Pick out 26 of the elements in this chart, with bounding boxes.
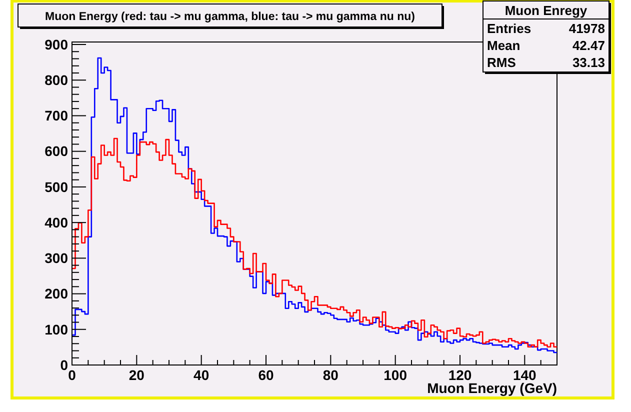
x-tick-label: 20 — [128, 367, 145, 383]
x-tick-label: 40 — [194, 367, 210, 383]
x-tick-label: 100 — [384, 367, 408, 383]
y-tick-label: 0 — [60, 356, 68, 373]
annotation: RMS — [487, 55, 516, 70]
chart-title: Muon Energy (red: tau -> mu gamma, blue: tau -> mu gamma nu nu) — [45, 11, 416, 23]
x-tick-label: 60 — [258, 367, 274, 383]
y-tick-label: 900 — [44, 36, 68, 52]
x-axis-title: Muon Energy (GeV) — [427, 380, 557, 396]
text: 41978 — [568, 21, 605, 36]
y-tick-label: 400 — [44, 214, 68, 230]
text: Entries — [487, 21, 532, 36]
x-tick-label: 120 — [448, 367, 472, 383]
annotation: Mean — [487, 38, 520, 53]
y-tick-label: 800 — [44, 72, 68, 88]
text: Muon Enregy — [504, 3, 588, 18]
y-tick-label: 200 — [44, 286, 68, 302]
y-tick-label: 100 — [44, 321, 68, 338]
x-tick-label: 80 — [322, 367, 339, 383]
y-tick-label: 600 — [44, 143, 68, 160]
text: 42.47 — [572, 38, 605, 53]
x-tick-label: 140 — [512, 367, 537, 383]
text: 33.13 — [572, 55, 605, 70]
y-tick-label: 300 — [44, 250, 68, 266]
y-tick-label: 500 — [44, 178, 68, 195]
y-tick-label: 700 — [44, 108, 68, 124]
